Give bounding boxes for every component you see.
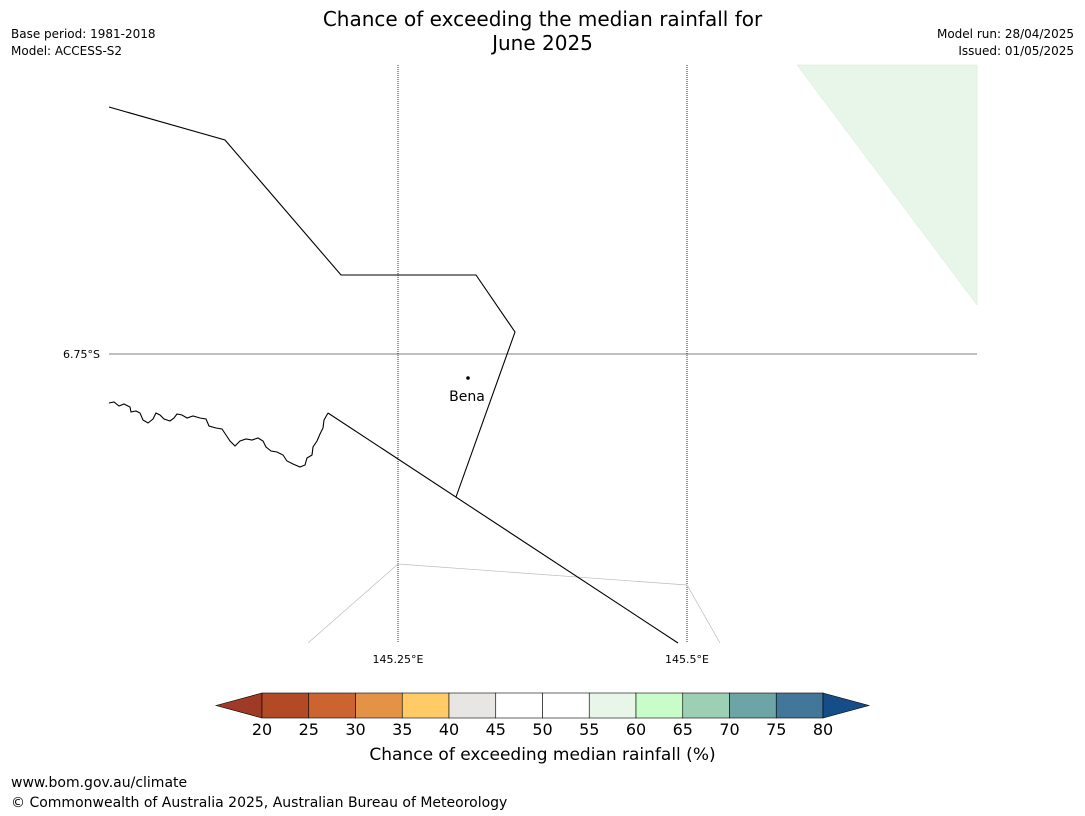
colorbar-tick-40: 40 [438, 720, 460, 739]
colorbar-tick-35: 35 [392, 720, 413, 739]
colorbar-tick-70: 70 [719, 720, 740, 739]
title-line-2: June 2025 [492, 31, 593, 55]
colorbar-tick-60: 60 [625, 720, 647, 739]
latitude-label-6-75s: 6.75°S [63, 348, 100, 361]
issued-text: Issued: 01/05/2025 [958, 44, 1074, 58]
footer-url[interactable]: www.bom.gov.au/climate [11, 775, 188, 791]
model-run-text: Model run: 28/04/2025 [936, 27, 1074, 41]
province-boundary-upper [108, 106, 516, 498]
colorbar-segment-40-45 [448, 692, 497, 719]
base-period-text: Base period: 1981-2018 [11, 27, 156, 41]
model-text: Model: ACCESS-S2 [11, 44, 123, 58]
colorbar-tick-20: 20 [251, 720, 273, 739]
colorbar-segment-20-25 [261, 692, 310, 719]
metadata-left: Base period: 1981-2018 Model: ACCESS-S2 [11, 26, 156, 60]
colorbar-tick-55: 55 [579, 720, 600, 739]
colorbar-tick-80: 80 [812, 720, 834, 739]
longitude-label-145-25e: 145.25°E [373, 653, 424, 666]
colorbar-segment-70-75 [729, 692, 777, 719]
chart-title: Chance of exceeding the median rainfall … [0, 7, 1085, 55]
colorbar-segment-45-50 [495, 692, 543, 719]
map-canvas: Bena 6.75°S 145.25°E 145.5°E [63, 64, 978, 719]
colorbar-tick-labels: 20 25 30 35 40 45 50 55 60 65 70 75 80 [0, 720, 1085, 740]
colorbar-segment-25-30 [308, 692, 356, 719]
colorbar-tick-65: 65 [672, 720, 693, 739]
colorbar-label: Chance of exceeding median rainfall (%) [369, 745, 716, 765]
colorbar-extend-low [214, 692, 263, 719]
colorbar-segment-35-40 [401, 692, 450, 719]
faint-boundary-line [307, 563, 721, 644]
title-line-1: Chance of exceeding the median rainfall … [322, 7, 763, 31]
colorbar-tick-75: 75 [766, 720, 787, 739]
footer-copyright: © Commonwealth of Australia 2025, Austra… [11, 795, 508, 811]
bena-label: Bena [449, 389, 485, 405]
colorbar-segment-65-70 [682, 692, 730, 719]
colorbar-segment-55-60 [588, 692, 637, 719]
colorbar-extend-high [822, 692, 871, 719]
colorbar-tick-50: 50 [532, 720, 553, 739]
metadata-right: Model run: 28/04/2025 Issued: 01/05/2025 [937, 26, 1074, 60]
colorbar-tick-30: 30 [345, 720, 366, 739]
longitude-label-145-5e: 145.5°E [665, 653, 709, 666]
colorbar [214, 692, 871, 719]
colorbar-segment-75-80 [775, 692, 824, 719]
colorbar-tick-45: 45 [485, 720, 506, 739]
colorbar-segment-30-35 [355, 692, 403, 719]
colorbar-tick-25: 25 [298, 720, 319, 739]
river-boundary [108, 401, 329, 468]
province-boundary-lower [327, 412, 679, 644]
colorbar-segment-60-65 [635, 692, 684, 719]
bena-location-dot [466, 376, 470, 380]
colorbar-segment-50-55 [542, 692, 590, 719]
probability-shading [796, 64, 978, 306]
